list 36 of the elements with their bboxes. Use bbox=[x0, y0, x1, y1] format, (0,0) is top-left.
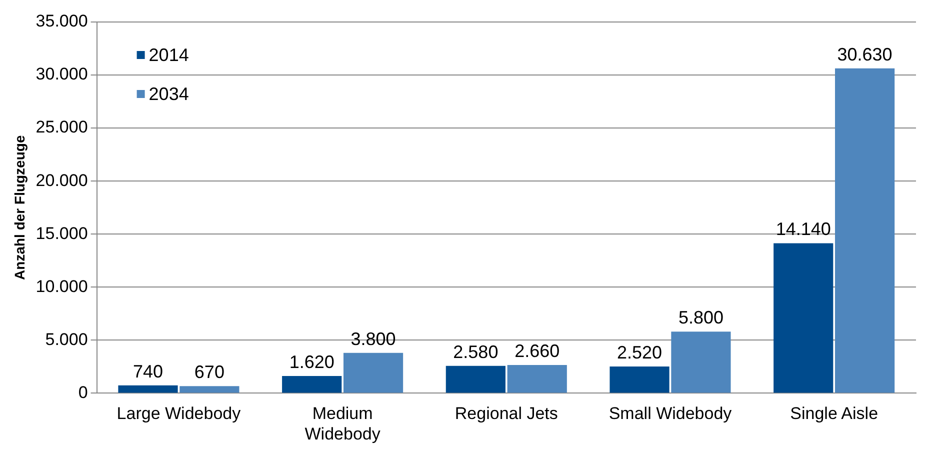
x-tick-label: Small Widebody bbox=[608, 404, 732, 424]
data-label: 3.800 bbox=[350, 328, 396, 349]
bar bbox=[118, 385, 178, 393]
bar bbox=[180, 386, 240, 393]
y-tick-label: 35.000 bbox=[36, 12, 88, 31]
data-label: 2.520 bbox=[616, 342, 662, 362]
bar bbox=[446, 366, 506, 393]
y-tick-label: 20.000 bbox=[36, 170, 88, 190]
bar bbox=[835, 68, 895, 393]
bar bbox=[507, 364, 567, 393]
x-tick-label: Single Aisle bbox=[790, 404, 878, 424]
x-tick-label: Regional Jets bbox=[454, 404, 558, 424]
y-tick-label: 0 bbox=[78, 382, 88, 402]
data-label: 740 bbox=[132, 361, 164, 382]
data-label: 2.580 bbox=[453, 342, 498, 362]
y-tick-label: 25.000 bbox=[36, 118, 88, 137]
data-label: 5.800 bbox=[678, 308, 724, 328]
data-label: 30.630 bbox=[837, 44, 892, 64]
y-tick-label: 15.000 bbox=[36, 224, 88, 243]
bar bbox=[774, 243, 834, 393]
bar bbox=[343, 352, 404, 393]
data-label: 670 bbox=[194, 362, 224, 382]
y-tick-label: 5.000 bbox=[45, 330, 88, 349]
y-axis-title: Anzahl der Flugzeuge bbox=[11, 135, 28, 280]
y-tick-label: 10.000 bbox=[36, 276, 88, 296]
bar bbox=[671, 332, 731, 393]
bar bbox=[610, 366, 670, 393]
y-tick-label: 30.000 bbox=[36, 64, 88, 84]
legend-label: 2014 bbox=[148, 44, 189, 65]
legend-label: 2034 bbox=[148, 84, 189, 104]
data-label: 14.140 bbox=[776, 219, 831, 240]
x-tick-label: Large Widebody bbox=[116, 404, 242, 424]
bar bbox=[282, 376, 342, 393]
data-label: 2.660 bbox=[514, 340, 560, 361]
x-tick-label: Medium Widebody bbox=[304, 404, 381, 444]
data-label: 1.620 bbox=[289, 352, 334, 372]
